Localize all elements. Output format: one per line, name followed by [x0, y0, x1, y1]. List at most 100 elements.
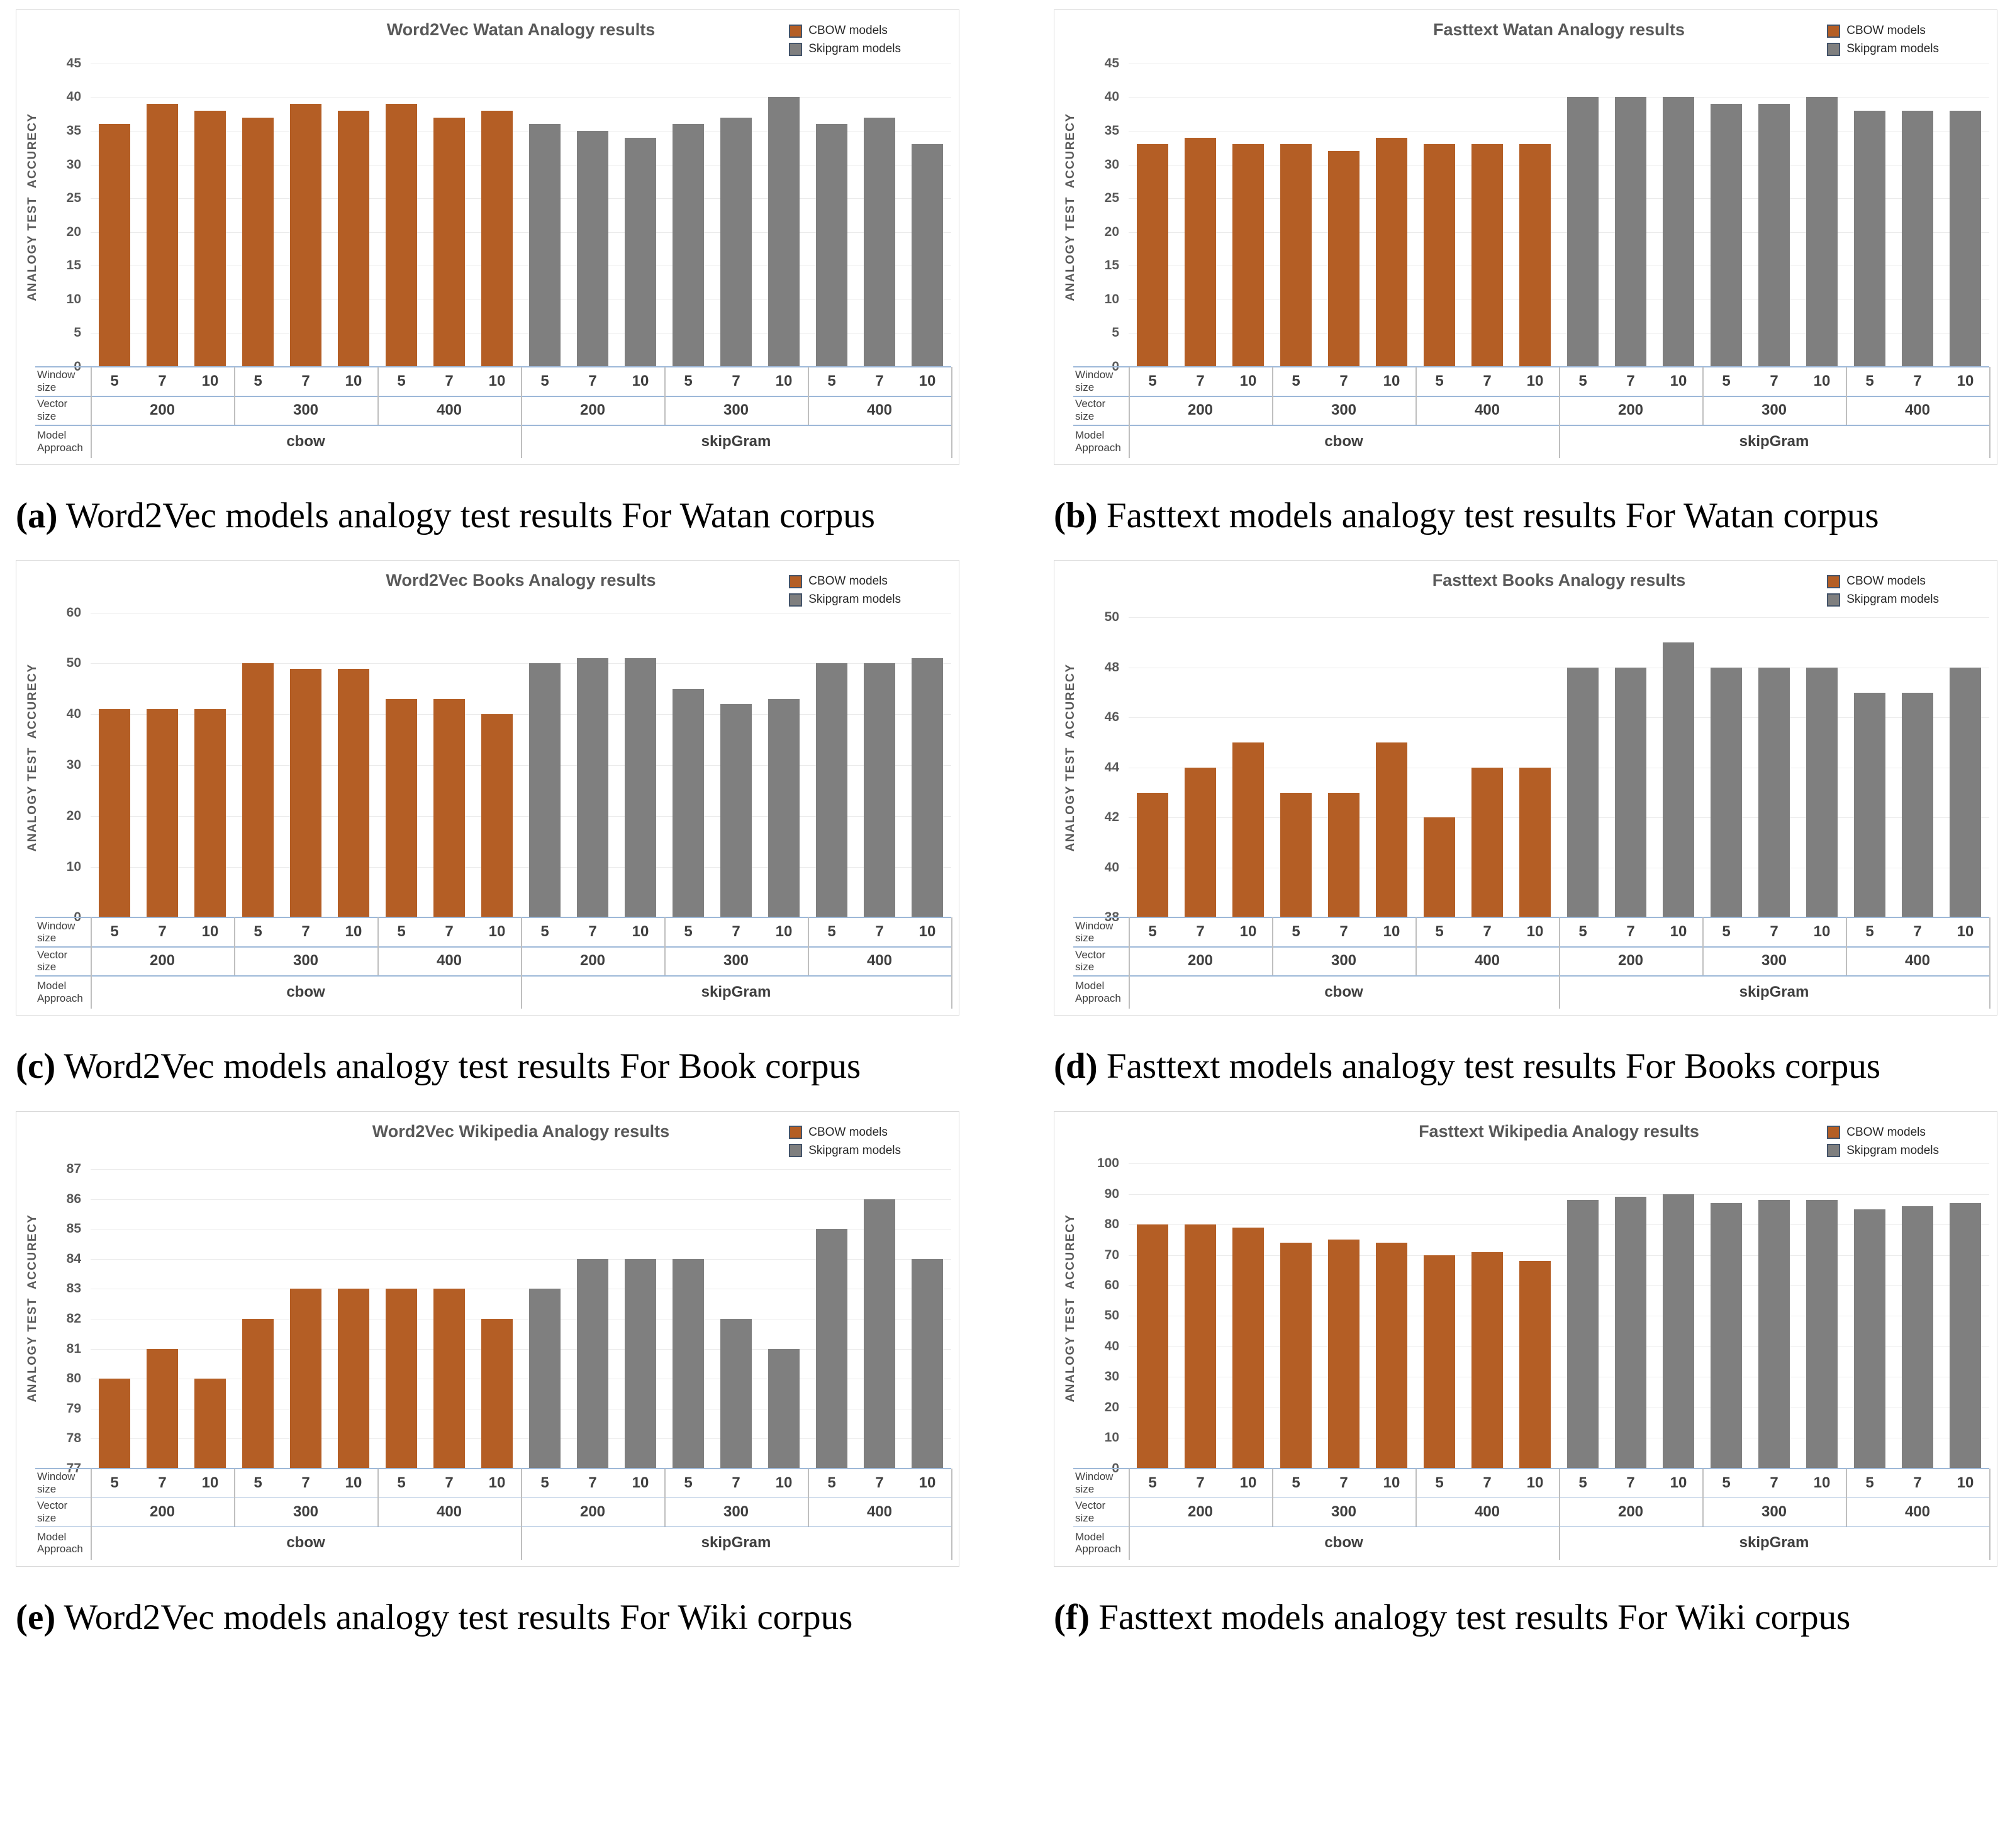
bar-chart-word2vec-watan: Word2Vec Watan Analogy results CBOW model…: [16, 9, 959, 465]
skipgram-bar: [1902, 110, 1933, 367]
y-tick-label: 45: [66, 55, 81, 70]
window-size-cell: 10: [1526, 923, 1544, 941]
table-row-header: Window size: [1075, 369, 1114, 393]
skipgram-bar: [1567, 667, 1599, 918]
y-tick-label: 35: [66, 123, 81, 138]
window-size-cell: 7: [301, 923, 310, 941]
legend-label: CBOW models: [808, 24, 888, 37]
table-row-header: Vector size: [37, 1499, 68, 1524]
window-size-cell: 7: [588, 372, 597, 389]
cbow-bar: [99, 709, 130, 918]
y-tick-label: 10: [1104, 1430, 1119, 1445]
plot-area: [91, 597, 951, 918]
vector-size-cell: 300: [723, 1503, 749, 1520]
skipgram-bar: [577, 658, 608, 918]
skipgram-bar: [1950, 1203, 1981, 1469]
window-size-cell: 10: [345, 372, 362, 389]
vector-size-cell: 400: [1474, 1503, 1500, 1520]
y-tick-label: 30: [66, 758, 81, 773]
window-size-cell: 7: [1196, 923, 1205, 941]
caption-f-label: (f): [1054, 1597, 1090, 1637]
table-divider: [1559, 917, 1560, 1009]
skipgram-bar: [1663, 1194, 1694, 1469]
table-row-header: Vector size: [1075, 948, 1106, 973]
skipgram-bar: [1758, 1200, 1790, 1469]
legend-item: Skipgram models: [789, 593, 901, 607]
window-size-cell: 7: [1483, 372, 1492, 389]
vector-size-cell: 300: [1331, 401, 1357, 418]
vector-size-cell: 200: [579, 952, 606, 970]
table-divider: [664, 1468, 666, 1526]
cbow-bar: [1280, 1243, 1312, 1469]
vector-size-cell: 200: [1617, 401, 1644, 418]
table-divider: [1559, 367, 1560, 458]
window-size-cell: 5: [1578, 923, 1587, 941]
caption-c-text: Word2Vec models analogy test results For…: [64, 1046, 861, 1087]
bar-chart-word2vec-books: Word2Vec Books Analogy results CBOW model…: [16, 560, 959, 1016]
y-tick-label: 30: [1104, 1369, 1119, 1384]
skipgram-bar: [529, 1289, 561, 1469]
y-tick-label: 20: [1104, 1399, 1119, 1414]
skipgram-bar: [1806, 97, 1838, 367]
caption-f: (f) Fasttext models analogy test results…: [1054, 1584, 1985, 1650]
window-size-cell: 7: [1483, 923, 1492, 941]
window-size-cell: 5: [1148, 372, 1157, 389]
legend-label: CBOW models: [1846, 1125, 1926, 1139]
y-tick-label: 80: [66, 1371, 81, 1386]
table-divider: [1129, 1468, 1130, 1560]
window-size-cell: 7: [1913, 372, 1922, 389]
y-tick-label: 20: [1104, 224, 1119, 239]
skipgram-bar: [1854, 1209, 1885, 1469]
caption-c: (c) Word2Vec models analogy test results…: [16, 1033, 947, 1099]
gridline: [1129, 1255, 1989, 1256]
y-tick-label: 5: [74, 325, 81, 340]
vector-size-cell: 400: [436, 1503, 462, 1520]
vector-size-cell: 200: [149, 401, 176, 418]
y-tick-label: 79: [66, 1401, 81, 1416]
window-size-cell: 5: [684, 923, 693, 941]
gridline: [1129, 130, 1989, 132]
table-row-header: Model Approach: [37, 428, 83, 454]
vector-size-cell: 200: [1187, 952, 1214, 970]
vector-size-cell: 400: [866, 401, 893, 418]
table-row-header: Vector size: [37, 398, 68, 422]
vector-size-cell: 200: [149, 1503, 176, 1520]
cbow-bar: [1232, 1227, 1264, 1469]
window-size-cell: 10: [1239, 1474, 1257, 1491]
panel-d: Fasttext Books Analogy results CBOW model…: [1054, 560, 1997, 1099]
table-row-header: Vector size: [1075, 1499, 1106, 1524]
chart-title: Word2Vec Watan Analogy results: [386, 20, 656, 39]
panel-b: Fasttext Watan Analogy results CBOW model…: [1054, 9, 1997, 549]
window-size-cell: 7: [1196, 372, 1205, 389]
gridline: [1129, 198, 1989, 199]
legend: CBOW models Skipgram models: [789, 1126, 901, 1162]
cbow-bar: [290, 1289, 321, 1469]
vector-size-cell: 400: [1904, 952, 1931, 970]
model-approach-cell: cbow: [1324, 983, 1363, 1000]
legend-label: CBOW models: [808, 574, 888, 588]
vector-size-cell: 400: [436, 952, 462, 970]
cbow-bar: [147, 104, 178, 367]
window-size-cell: 10: [1383, 1474, 1400, 1491]
cbow-bar: [194, 1379, 226, 1469]
window-size-cell: 10: [1239, 923, 1257, 941]
model-approach-cell: cbow: [286, 432, 325, 450]
table-divider: [91, 1468, 92, 1560]
table-row-border: [1073, 425, 1989, 426]
skipgram-bar: [577, 1258, 608, 1469]
cbow-bar: [1280, 144, 1312, 367]
gridline: [91, 198, 951, 199]
cbow-bar: [147, 709, 178, 918]
cbow-legend-swatch: [1827, 1126, 1841, 1140]
vector-size-cell: 300: [1331, 952, 1357, 970]
model-approach-cell: skipGram: [1739, 432, 1809, 450]
cbow-bar: [1519, 767, 1551, 918]
window-size-cell: 10: [488, 372, 506, 389]
skipgram-bar: [1758, 667, 1790, 918]
skipgram-bar: [625, 137, 656, 367]
window-size-cell: 10: [918, 1474, 936, 1491]
y-axis-title: ANALOGY TEST ACCURECY: [1064, 663, 1077, 852]
gridline: [1129, 1163, 1989, 1165]
vector-size-cell: 300: [293, 401, 319, 418]
cbow-bar: [194, 709, 226, 918]
